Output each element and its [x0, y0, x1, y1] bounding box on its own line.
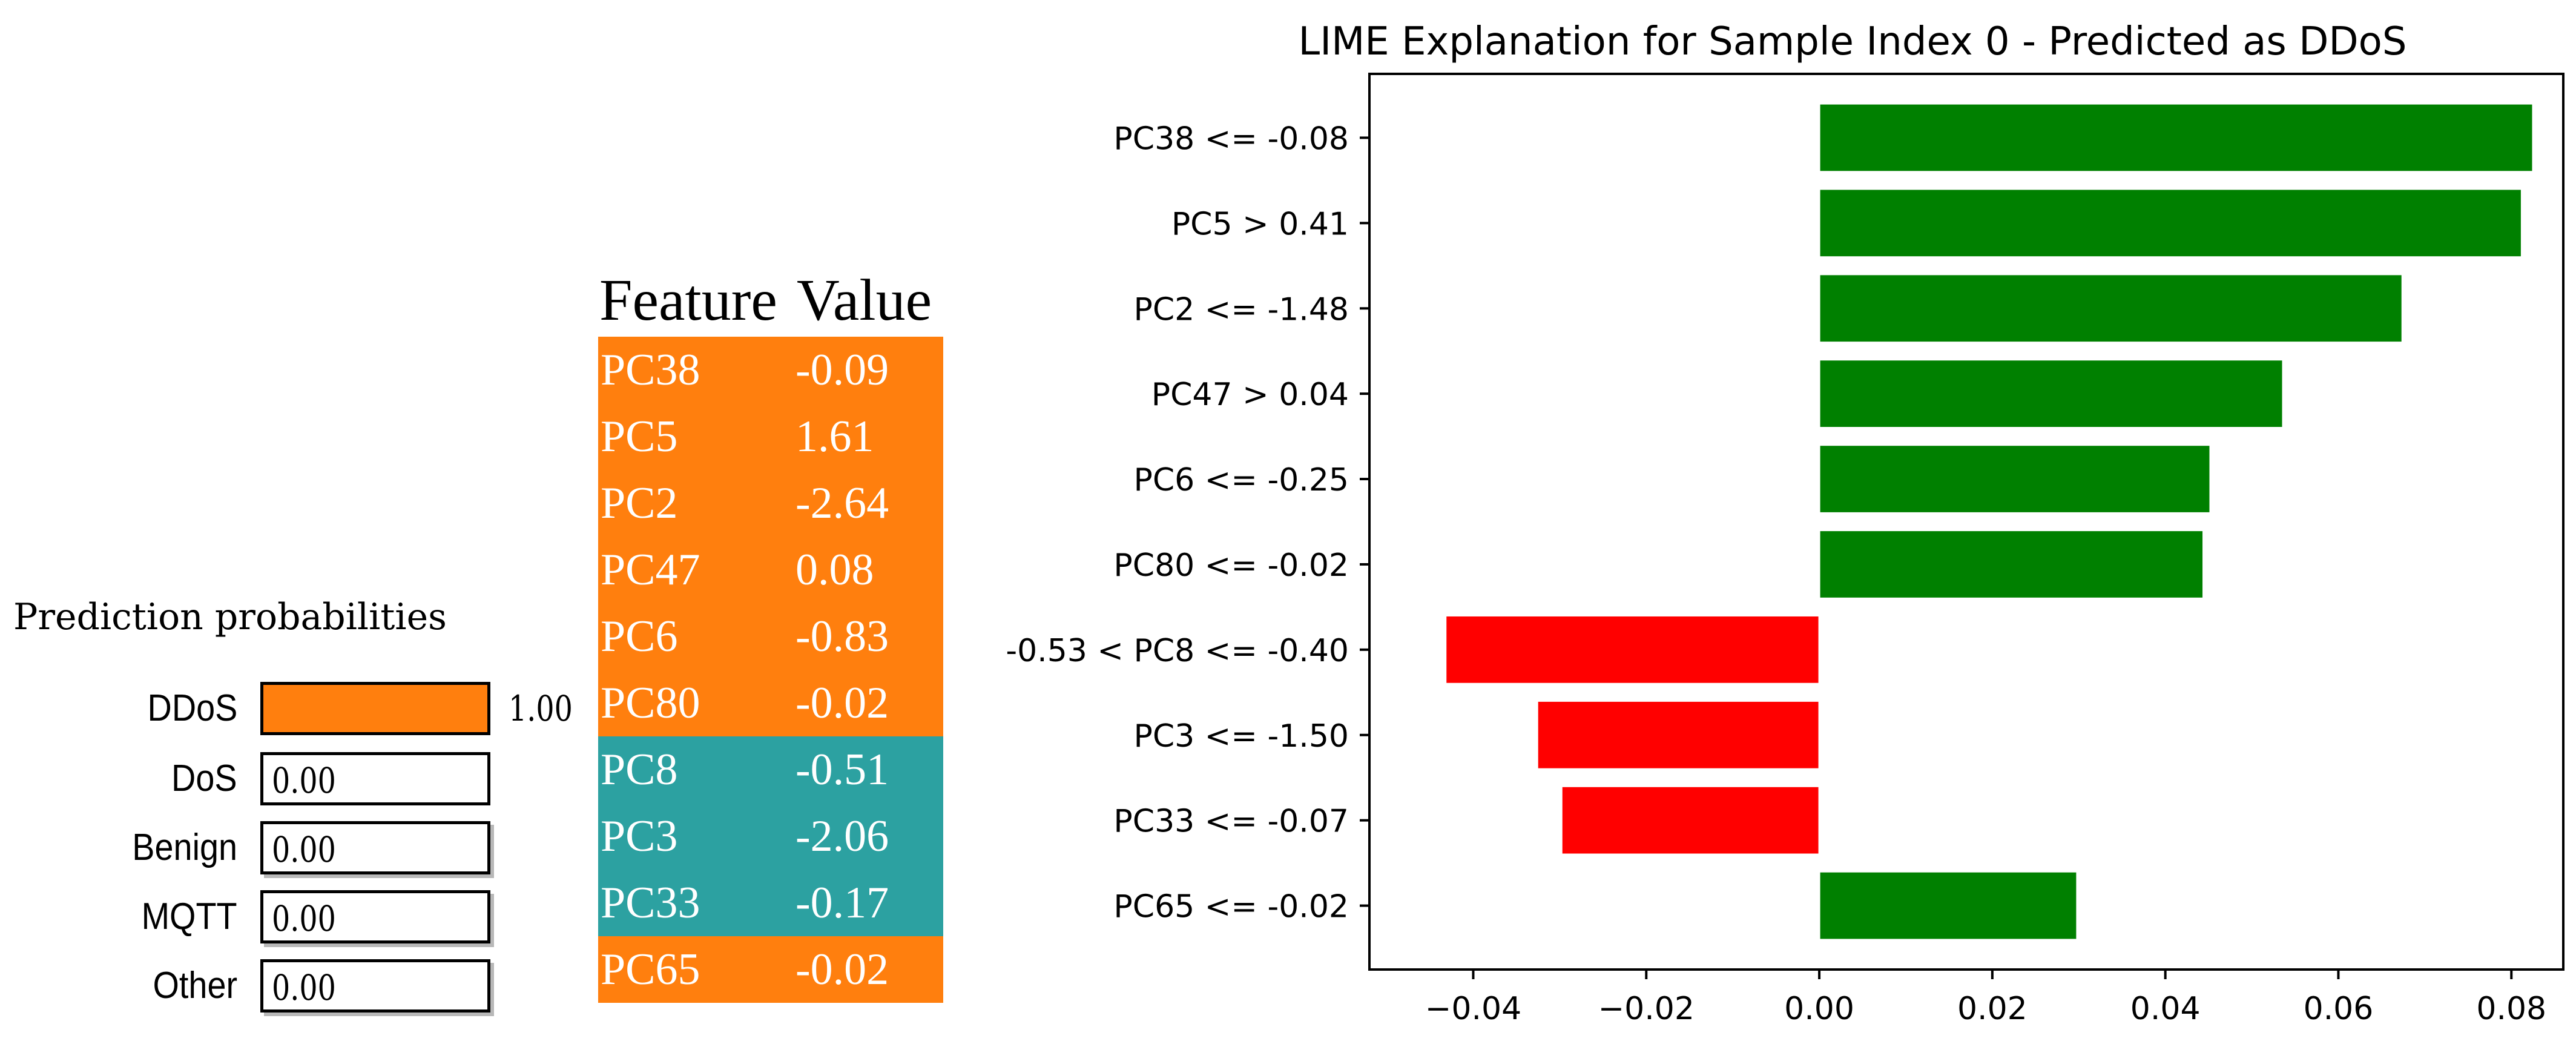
feature-value: -2.64	[796, 478, 889, 528]
x-tick-label: 0.08	[2476, 991, 2546, 1027]
y-tick-label: PC47 > 0.04	[1151, 377, 1349, 413]
y-tick-label: PC65 <= -0.02	[1113, 889, 1349, 925]
probability-class-label: MQTT	[141, 896, 237, 937]
feature-name: PC3	[601, 811, 678, 861]
y-tick-label: PC33 <= -0.07	[1113, 804, 1349, 840]
probability-value: 0.00	[272, 898, 336, 939]
feature-row: PC47 0.08	[598, 537, 943, 603]
lime-bar	[1818, 188, 2523, 259]
x-tick-label: 0.02	[1957, 991, 2028, 1027]
y-tick-label: PC3 <= -1.50	[1134, 718, 1349, 755]
x-tick-label: −0.04	[1425, 991, 1521, 1027]
feature-value: -0.02	[796, 945, 889, 994]
feature-name: PC38	[601, 345, 700, 395]
y-tick-label: PC80 <= -0.02	[1113, 547, 1349, 584]
feature-value: -0.51	[796, 745, 889, 795]
feature-name: PC33	[601, 878, 700, 928]
probability-value: 0.00	[272, 967, 336, 1008]
feature-name: PC8	[601, 745, 678, 795]
probability-bar-fill	[263, 685, 487, 732]
probability-class-label: DDoS	[147, 687, 237, 729]
y-tick-label: PC38 <= -0.08	[1113, 121, 1349, 157]
probability-row: Other 0.00	[0, 959, 593, 1013]
x-tick-label: 0.00	[1784, 991, 1854, 1027]
feature-value: -0.17	[796, 878, 889, 928]
feature-value: 0.08	[796, 545, 874, 595]
feature-name: PC80	[601, 678, 700, 728]
y-tick-label: PC6 <= -0.25	[1134, 462, 1349, 498]
lime-bar	[1818, 870, 2078, 941]
feature-name: PC5	[601, 412, 678, 461]
feature-row: PC2 -2.64	[598, 470, 943, 537]
chart-title: LIME Explanation for Sample Index 0 - Pr…	[1299, 19, 2407, 64]
probability-row: Benign 0.00	[0, 821, 593, 874]
lime-bar	[1818, 273, 2403, 344]
x-tick-label: 0.04	[2130, 991, 2201, 1027]
feature-value: 1.61	[796, 412, 874, 461]
probability-class-label: Benign	[132, 827, 237, 868]
feature-row: PC3 -2.06	[598, 803, 943, 870]
lime-bar	[1818, 529, 2205, 600]
probability-bar: 0.00	[260, 752, 490, 805]
value-column-header: Value	[797, 268, 932, 333]
lime-bar	[1560, 785, 1820, 856]
feature-row: PC5 1.61	[598, 403, 943, 470]
probability-value: 0.00	[272, 829, 336, 870]
feature-name: PC65	[601, 945, 700, 994]
feature-value: -0.83	[796, 612, 889, 661]
x-tick-label: −0.02	[1598, 991, 1695, 1027]
lime-bar	[1818, 102, 2534, 173]
feature-row: PC6 -0.83	[598, 603, 943, 670]
probability-bar: 0.00	[260, 959, 490, 1013]
feature-name: PC2	[601, 478, 678, 528]
probability-bar: 0.00	[260, 821, 490, 874]
probability-row: DDoS 1.00	[0, 682, 593, 735]
y-tick-label: PC2 <= -1.48	[1134, 291, 1349, 328]
feature-row: PC65 -0.02	[598, 936, 943, 1003]
probability-value: 1.00	[509, 688, 573, 729]
feature-row: PC33 -0.17	[598, 870, 943, 936]
probability-row: DoS 0.00	[0, 752, 593, 805]
feature-value: -0.02	[796, 678, 889, 728]
probability-row: MQTT 0.00	[0, 890, 593, 943]
feature-row: PC38 -0.09	[598, 337, 943, 403]
x-tick-label: 0.06	[2304, 991, 2374, 1027]
y-tick-label: PC5 > 0.41	[1171, 206, 1349, 242]
feature-name: PC6	[601, 612, 678, 661]
probability-bar	[260, 682, 490, 735]
lime-bar	[1818, 444, 2212, 514]
lime-bar	[1444, 614, 1820, 685]
prediction-probabilities-title: Prediction probabilities	[13, 596, 447, 638]
feature-row: PC80 -0.02	[598, 670, 943, 736]
feature-value: -0.09	[796, 345, 889, 395]
y-tick-label: -0.53 < PC8 <= -0.40	[1006, 633, 1349, 669]
feature-column-header: Feature	[599, 268, 777, 333]
lime-bar	[1536, 699, 1820, 770]
probability-bar: 0.00	[260, 890, 490, 943]
plot-frame	[1368, 73, 2564, 971]
lime-bar	[1818, 358, 2284, 429]
feature-value: -2.06	[796, 811, 889, 861]
probability-class-label: DoS	[171, 758, 237, 799]
probability-value: 0.00	[272, 760, 336, 801]
probability-class-label: Other	[153, 965, 237, 1006]
feature-row: PC8 -0.51	[598, 736, 943, 803]
feature-name: PC47	[601, 545, 700, 595]
